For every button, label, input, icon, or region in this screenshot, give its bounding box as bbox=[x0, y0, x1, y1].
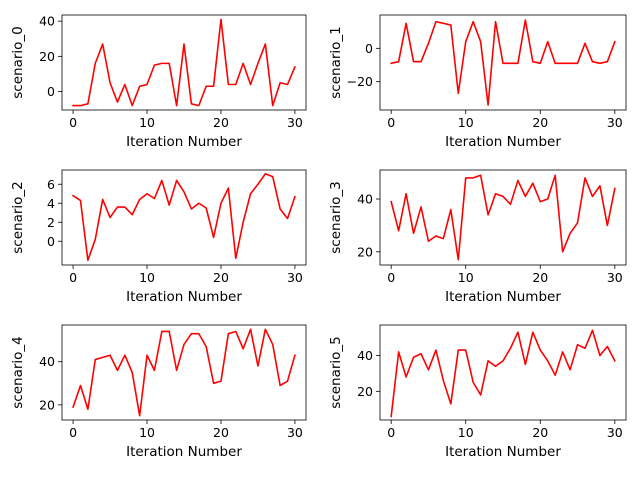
y-tick-label: 0 bbox=[47, 234, 55, 249]
x-tick-label: 0 bbox=[69, 425, 77, 440]
plot-frame bbox=[61, 169, 307, 266]
series-line bbox=[390, 329, 616, 418]
x-tick-label: 20 bbox=[532, 270, 548, 285]
y-tick-label: −20 bbox=[347, 74, 373, 89]
series-line bbox=[72, 18, 296, 107]
series-line bbox=[71, 173, 296, 262]
plot-frame bbox=[61, 324, 307, 421]
plot-frame bbox=[379, 169, 627, 266]
x-tick-label: 30 bbox=[287, 425, 303, 440]
x-tick-label: 20 bbox=[532, 425, 548, 440]
plot-frame bbox=[379, 14, 627, 111]
x-axis-label: Iteration Number bbox=[126, 134, 242, 150]
x-tick-label: 0 bbox=[387, 425, 395, 440]
x-tick-label: 10 bbox=[458, 270, 474, 285]
x-tick-label: 20 bbox=[213, 270, 229, 285]
x-tick-label: 20 bbox=[532, 115, 548, 130]
x-tick-label: 10 bbox=[458, 425, 474, 440]
y-tick-label: 40 bbox=[39, 354, 55, 369]
x-axis-label: Iteration Number bbox=[445, 289, 561, 305]
x-tick-label: 30 bbox=[607, 115, 623, 130]
y-axis-label: scenario_0 bbox=[10, 26, 26, 99]
y-axis-label: scenario_5 bbox=[328, 336, 344, 409]
y-tick-label: 4 bbox=[47, 196, 55, 211]
y-axis-label: scenario_1 bbox=[328, 26, 344, 99]
x-tick-label: 30 bbox=[607, 425, 623, 440]
subplot-4: 0 10 20 30 20 40 Iteration Number scenario_4 bbox=[10, 324, 307, 460]
y-axis-label: scenario_2 bbox=[10, 181, 26, 254]
subplot-3: 0 10 20 30 20 40 Iteration Number scenario_3 bbox=[328, 169, 627, 305]
x-tick-label: 20 bbox=[213, 115, 229, 130]
series-line bbox=[72, 328, 296, 417]
y-tick-label: 20 bbox=[39, 397, 55, 412]
y-tick-label: 20 bbox=[39, 49, 55, 64]
y-tick-label: 2 bbox=[47, 215, 55, 230]
y-tick-label: 0 bbox=[365, 41, 373, 56]
y-tick-label: 40 bbox=[357, 348, 373, 363]
x-tick-label: 0 bbox=[387, 115, 395, 130]
plot-frame bbox=[379, 324, 627, 421]
series-line bbox=[390, 19, 616, 106]
x-tick-label: 10 bbox=[139, 270, 155, 285]
x-tick-label: 10 bbox=[458, 115, 474, 130]
y-tick-label: 20 bbox=[357, 384, 373, 399]
subplot-5: 0 10 20 30 20 40 Iteration Number scenario_5 bbox=[328, 324, 627, 460]
x-tick-label: 0 bbox=[387, 270, 395, 285]
x-axis-label: Iteration Number bbox=[445, 134, 561, 150]
y-tick-label: 40 bbox=[357, 192, 373, 207]
y-axis-label: scenario_4 bbox=[10, 336, 26, 409]
x-tick-label: 30 bbox=[607, 270, 623, 285]
x-axis-label: Iteration Number bbox=[445, 444, 561, 460]
x-tick-label: 30 bbox=[287, 115, 303, 130]
x-tick-label: 0 bbox=[69, 270, 77, 285]
x-tick-label: 10 bbox=[139, 115, 155, 130]
x-tick-label: 0 bbox=[69, 115, 77, 130]
series-line bbox=[390, 174, 616, 261]
x-tick-label: 30 bbox=[287, 270, 303, 285]
y-axis-label: scenario_3 bbox=[328, 181, 344, 254]
x-tick-label: 20 bbox=[213, 425, 229, 440]
y-tick-label: 0 bbox=[47, 84, 55, 99]
x-axis-label: Iteration Number bbox=[126, 444, 242, 460]
y-tick-label: 40 bbox=[39, 14, 55, 29]
x-tick-label: 10 bbox=[139, 425, 155, 440]
plot-frame bbox=[61, 14, 307, 111]
subplot-2: 0 10 20 30 0 2 4 6 Iteration Number scenario_2 bbox=[10, 169, 307, 305]
x-axis-label: Iteration Number bbox=[126, 289, 242, 305]
subplot-1: 0 10 20 30 −20 0 Iteration Number scenario_1 bbox=[328, 14, 627, 150]
y-tick-label: 20 bbox=[357, 244, 373, 259]
subplot-0: 0 10 20 30 0 20 40 Iteration Number scenario_0 bbox=[10, 14, 307, 150]
y-tick-label: 6 bbox=[47, 177, 55, 192]
